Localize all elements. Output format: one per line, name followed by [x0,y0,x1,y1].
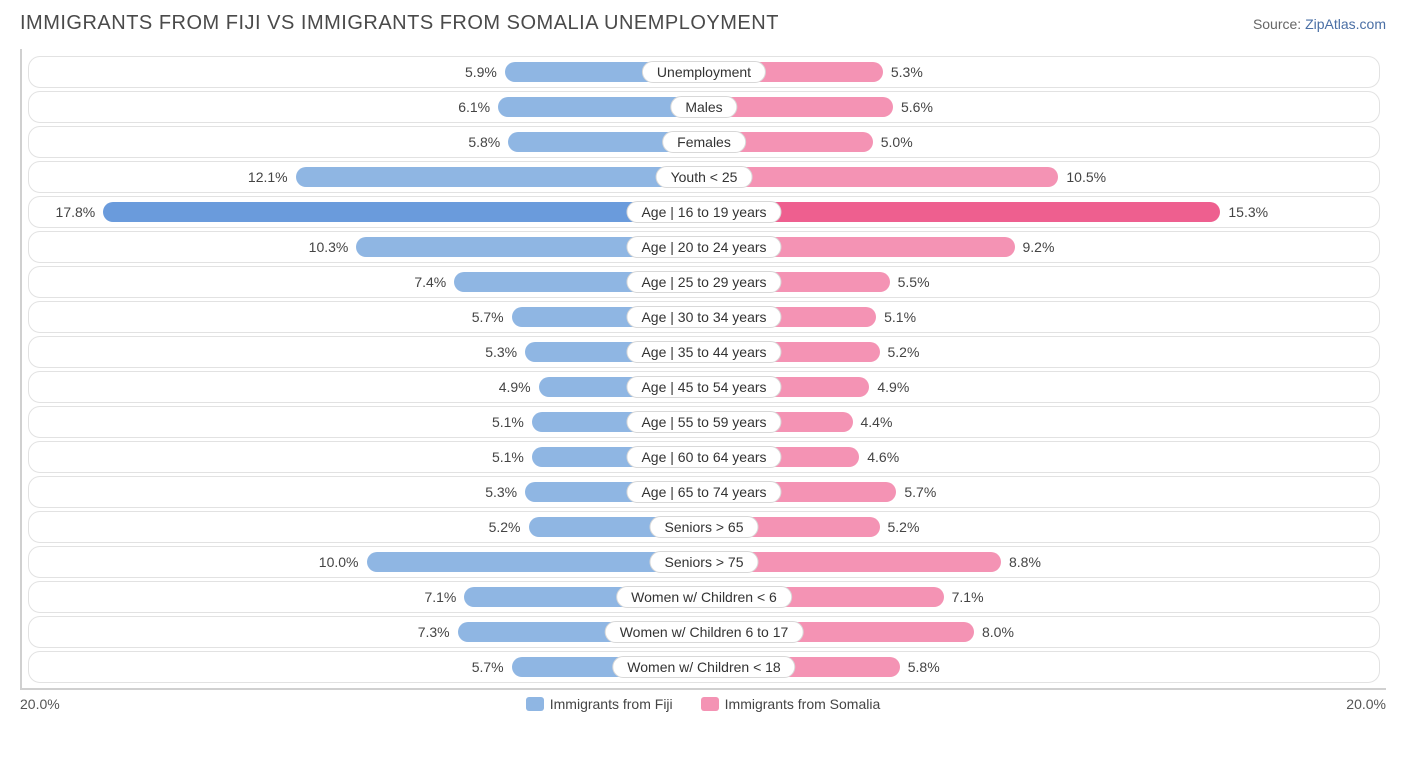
bar-right [704,167,1058,187]
value-label-left: 5.3% [477,484,525,500]
chart-row: 5.3% 5.2% Age | 35 to 44 years [28,336,1380,368]
value-label-right: 5.8% [900,659,948,675]
chart-row: 5.2% 5.2% Seniors > 65 [28,511,1380,543]
legend-item-left: Immigrants from Fiji [526,696,673,712]
value-label-left: 5.1% [484,449,532,465]
category-label: Women w/ Children 6 to 17 [605,621,804,643]
value-label-right: 5.0% [873,134,921,150]
source-link[interactable]: ZipAtlas.com [1305,16,1386,32]
category-label: Seniors > 75 [650,551,759,573]
value-label-right: 8.0% [974,624,1022,640]
value-label-left: 5.8% [460,134,508,150]
category-label: Women w/ Children < 6 [616,586,792,608]
value-label-right: 4.4% [853,414,901,430]
source-attribution: Source: ZipAtlas.com [1253,16,1386,32]
axis-max-right: 20.0% [1326,696,1386,712]
source-label: Source: [1253,16,1301,32]
chart-row: 6.1% 5.6% Males [28,91,1380,123]
chart-row: 7.4% 5.5% Age | 25 to 29 years [28,266,1380,298]
value-label-right: 5.2% [880,344,928,360]
value-label-right: 5.1% [876,309,924,325]
value-label-right: 5.7% [896,484,944,500]
category-label: Youth < 25 [656,166,753,188]
chart-row: 17.8% 15.3% Age | 16 to 19 years [28,196,1380,228]
value-label-left: 7.4% [406,274,454,290]
category-label: Age | 25 to 29 years [626,271,781,293]
legend-swatch-left [526,697,544,711]
chart-row: 10.0% 8.8% Seniors > 75 [28,546,1380,578]
value-label-right: 5.6% [893,99,941,115]
axis-max-left: 20.0% [20,696,80,712]
category-label: Age | 60 to 64 years [626,446,781,468]
value-label-left: 5.3% [477,344,525,360]
diverging-bar-chart: 5.9% 5.3% Unemployment 6.1% 5.6% Males 5.8% 5.0… [20,49,1386,690]
category-label: Males [670,96,737,118]
value-label-right: 7.1% [944,589,992,605]
value-label-right: 15.3% [1220,204,1276,220]
value-label-right: 8.8% [1001,554,1049,570]
chart-header: IMMIGRANTS FROM FIJI VS IMMIGRANTS FROM … [20,12,1386,35]
chart-footer: 20.0% Immigrants from Fiji Immigrants fr… [20,696,1386,712]
chart-row: 5.3% 5.7% Age | 65 to 74 years [28,476,1380,508]
category-label: Seniors > 65 [650,516,759,538]
category-label: Age | 16 to 19 years [626,201,781,223]
value-label-left: 5.7% [464,309,512,325]
value-label-left: 6.1% [450,99,498,115]
category-label: Age | 55 to 59 years [626,411,781,433]
chart-row: 10.3% 9.2% Age | 20 to 24 years [28,231,1380,263]
value-label-left: 4.9% [491,379,539,395]
category-label: Females [662,131,746,153]
category-label: Age | 20 to 24 years [626,236,781,258]
value-label-left: 5.2% [481,519,529,535]
value-label-left: 5.7% [464,659,512,675]
chart-row: 5.7% 5.1% Age | 30 to 34 years [28,301,1380,333]
category-label: Age | 35 to 44 years [626,341,781,363]
value-label-left: 7.1% [416,589,464,605]
value-label-left: 10.3% [301,239,357,255]
value-label-right: 5.2% [880,519,928,535]
legend-label-left: Immigrants from Fiji [550,696,673,712]
chart-row: 5.9% 5.3% Unemployment [28,56,1380,88]
legend-swatch-right [701,697,719,711]
bar-left [296,167,704,187]
page-title: IMMIGRANTS FROM FIJI VS IMMIGRANTS FROM … [20,12,779,35]
legend-item-right: Immigrants from Somalia [701,696,881,712]
value-label-left: 5.1% [484,414,532,430]
legend: Immigrants from Fiji Immigrants from Som… [80,696,1326,712]
category-label: Women w/ Children < 18 [612,656,795,678]
chart-row: 7.3% 8.0% Women w/ Children 6 to 17 [28,616,1380,648]
value-label-left: 5.9% [457,64,505,80]
chart-row: 5.1% 4.6% Age | 60 to 64 years [28,441,1380,473]
value-label-left: 17.8% [48,204,104,220]
category-label: Unemployment [642,61,766,83]
category-label: Age | 65 to 74 years [626,481,781,503]
chart-row: 7.1% 7.1% Women w/ Children < 6 [28,581,1380,613]
value-label-right: 5.5% [890,274,938,290]
chart-row: 5.7% 5.8% Women w/ Children < 18 [28,651,1380,683]
chart-row: 4.9% 4.9% Age | 45 to 54 years [28,371,1380,403]
value-label-right: 10.5% [1058,169,1114,185]
value-label-right: 4.6% [859,449,907,465]
value-label-left: 7.3% [410,624,458,640]
value-label-left: 12.1% [240,169,296,185]
value-label-right: 4.9% [869,379,917,395]
category-label: Age | 45 to 54 years [626,376,781,398]
legend-label-right: Immigrants from Somalia [725,696,881,712]
value-label-right: 5.3% [883,64,931,80]
chart-row: 5.1% 4.4% Age | 55 to 59 years [28,406,1380,438]
value-label-left: 10.0% [311,554,367,570]
chart-row: 12.1% 10.5% Youth < 25 [28,161,1380,193]
value-label-right: 9.2% [1015,239,1063,255]
chart-row: 5.8% 5.0% Females [28,126,1380,158]
bar-left [103,202,704,222]
category-label: Age | 30 to 34 years [626,306,781,328]
